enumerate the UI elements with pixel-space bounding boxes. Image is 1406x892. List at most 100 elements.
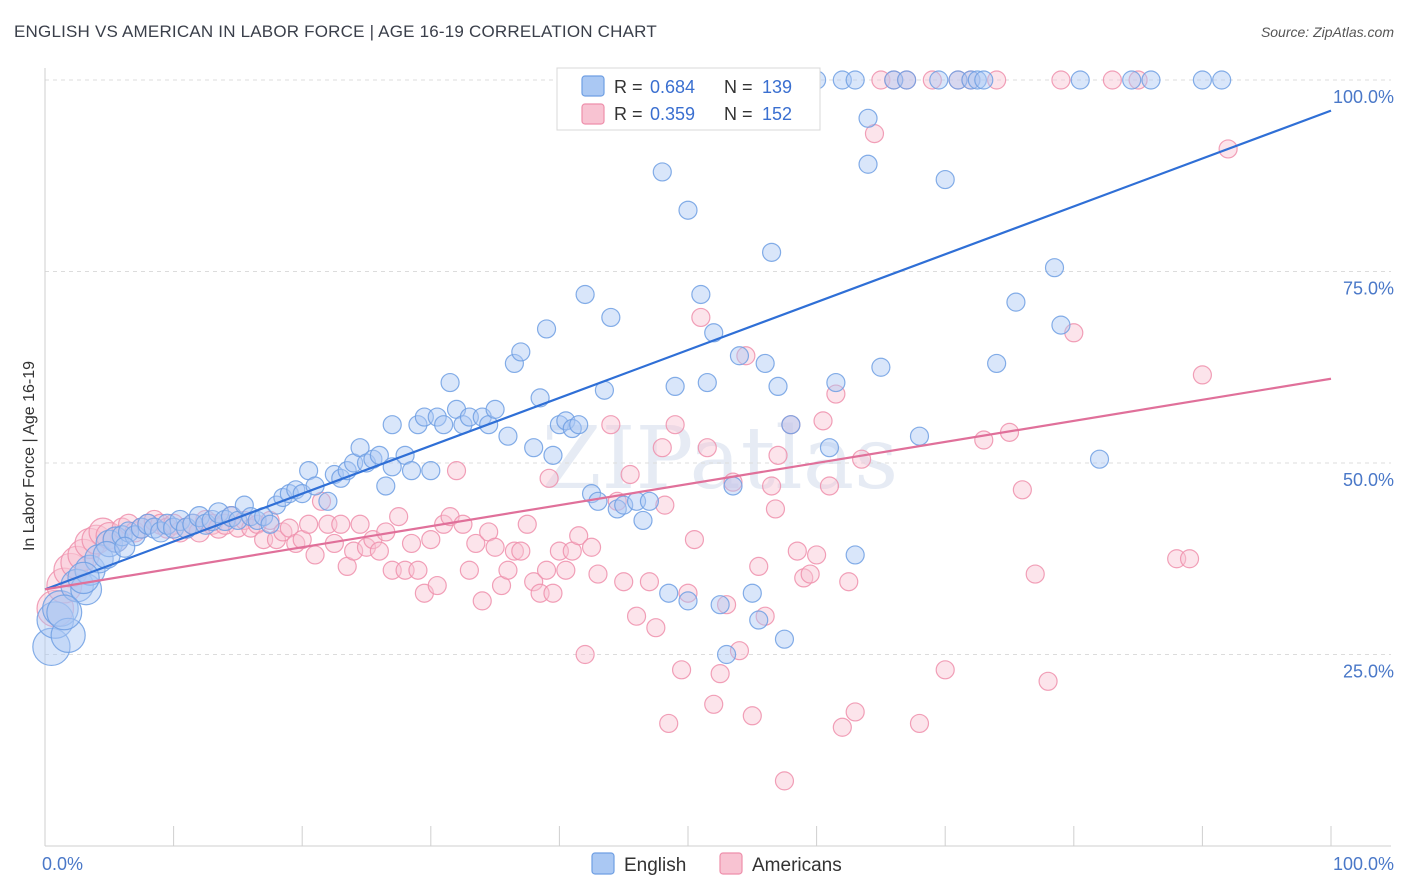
english-point (729, 346, 750, 366)
americans-point (819, 476, 840, 496)
english-point (427, 407, 447, 427)
americans-point (665, 415, 685, 435)
americans-point (569, 526, 589, 546)
english-point (697, 372, 717, 393)
americans-point (852, 449, 872, 469)
english-point (575, 284, 595, 305)
americans-point (774, 771, 795, 791)
americans-point (935, 660, 955, 680)
legend-r-value-americans: 0.359 (650, 104, 695, 124)
english-point (1044, 258, 1065, 278)
americans-point (922, 70, 942, 90)
americans-point (389, 507, 409, 527)
americans-point (742, 706, 762, 726)
americans-point (1179, 549, 1200, 569)
english-points (32, 70, 1232, 667)
legend-swatch-americans (581, 103, 605, 125)
americans-point (813, 411, 833, 431)
english-point (569, 415, 589, 435)
americans-point (472, 591, 492, 611)
americans-point (765, 499, 786, 519)
americans-point (350, 514, 370, 534)
americans-point (909, 713, 930, 734)
legend-r-value-english: 0.684 (650, 77, 695, 97)
english-point (1051, 315, 1071, 335)
americans-point (639, 572, 660, 592)
english-point (909, 426, 930, 446)
americans-point (614, 572, 634, 592)
english-point (1141, 70, 1161, 90)
americans-point (806, 545, 827, 565)
americans-point (466, 533, 486, 554)
english-point (755, 353, 775, 374)
english-point (691, 284, 711, 305)
americans-point (845, 702, 865, 722)
americans-point (671, 660, 692, 680)
english-point (710, 595, 730, 615)
americans-point (1102, 70, 1122, 90)
english-trend-line (44, 109, 1332, 591)
english-point (511, 342, 531, 362)
bottom-legend-swatch-americans (719, 852, 743, 875)
english-point (485, 399, 505, 419)
americans-trend-line (44, 377, 1332, 591)
english-point (1192, 70, 1213, 90)
americans-point (344, 541, 364, 561)
americans-point (485, 537, 505, 557)
english-point (652, 162, 672, 182)
americans-point (1051, 70, 1071, 90)
legend-n-value-english: 139 (762, 77, 792, 97)
english-point (858, 108, 878, 128)
americans-point (356, 537, 377, 557)
americans-point (659, 713, 679, 734)
americans-point (517, 514, 537, 534)
bottom-legend-english: English (624, 855, 686, 876)
y-tick-labels: 25.0% 50.0% 75.0% 100.0% (1333, 87, 1394, 682)
y-tick-label: 100.0% (1333, 87, 1394, 107)
english-point (50, 617, 86, 653)
english-point (260, 514, 280, 534)
english-point (897, 70, 917, 90)
americans-point (556, 560, 576, 580)
axes (44, 68, 1391, 847)
english-point (871, 357, 891, 377)
americans-point (626, 606, 647, 626)
americans-point (421, 529, 441, 550)
english-point (524, 438, 544, 458)
americans-point (710, 664, 730, 684)
english-point (704, 323, 724, 343)
americans-point (749, 556, 769, 577)
legend: R = 0.684 N = 139 R = 0.359 N = 152 (556, 67, 821, 131)
english-point (678, 200, 698, 220)
x-tick-label-max: 100.0% (1333, 854, 1394, 874)
bottom-legend-americans: Americans (752, 855, 842, 876)
english-point (633, 510, 653, 531)
english-point (819, 438, 840, 458)
english-point (845, 545, 865, 565)
americans-point (729, 641, 750, 661)
english-point (826, 372, 846, 393)
english-point (845, 70, 865, 90)
english-point (742, 583, 762, 603)
legend-swatch-english (581, 75, 605, 97)
americans-point (761, 476, 782, 496)
chart-title: ENGLISH VS AMERICAN IN LABOR FORCE | AGE… (14, 22, 657, 41)
americans-point (401, 533, 422, 554)
english-point (1070, 70, 1090, 90)
english-point (774, 629, 795, 649)
americans-point (691, 307, 711, 328)
americans-point (655, 495, 675, 515)
english-point (967, 70, 987, 90)
americans-point (1025, 564, 1045, 584)
english-point (498, 426, 518, 446)
y-tick-label: 25.0% (1343, 662, 1394, 682)
english-point (768, 376, 788, 396)
americans-point (453, 514, 473, 534)
americans-point (684, 529, 705, 550)
english-point (588, 491, 608, 511)
americans-point (601, 415, 621, 435)
americans-point (839, 572, 859, 592)
americans-point (543, 583, 563, 603)
english-point (421, 461, 441, 481)
